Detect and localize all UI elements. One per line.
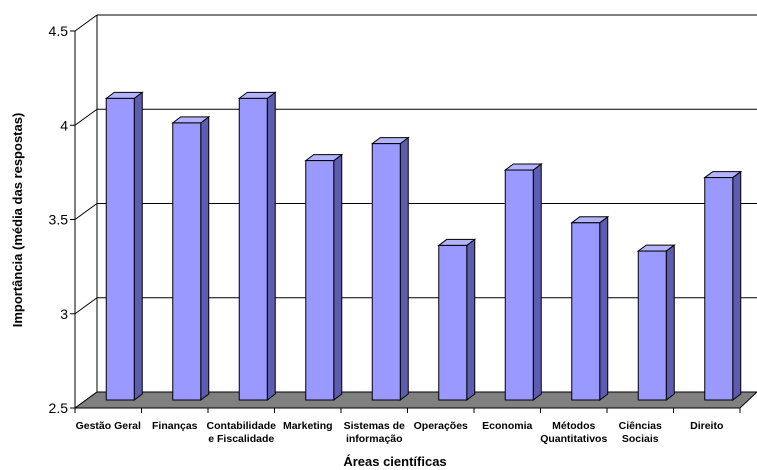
bar-side — [599, 215, 609, 401]
bar — [171, 115, 211, 401]
y-tick-label: 4 — [60, 117, 68, 133]
bar-side — [466, 238, 476, 401]
bar-front — [571, 222, 601, 401]
bar-side — [532, 163, 542, 401]
x-tick-label: Contabilidade — [207, 420, 277, 432]
bar-side — [133, 91, 143, 401]
y-axis-title: Importância (média das respostas) — [10, 113, 25, 328]
x-tick-label: Sociais — [622, 433, 659, 445]
gridline-side — [74, 297, 98, 315]
bar-side — [665, 244, 675, 401]
bar-front — [504, 169, 534, 401]
bar-front — [105, 97, 135, 401]
bar-side — [266, 91, 276, 401]
x-tick-label: Operações — [414, 420, 468, 432]
y-tick-label: 3 — [60, 306, 68, 322]
x-tick-label: Sistemas de — [344, 420, 405, 432]
bar-side — [399, 136, 409, 401]
bar-front — [704, 177, 734, 401]
y-tick-label: 3.5 — [49, 212, 69, 228]
bar-front — [238, 97, 268, 401]
x-tick-label: Marketing — [283, 420, 333, 432]
bar-front — [371, 143, 401, 401]
x-tick-label: Economia — [482, 420, 532, 432]
bar — [437, 238, 477, 401]
bar-side — [333, 153, 343, 401]
x-tick-label: informação — [346, 433, 403, 445]
bar — [237, 91, 277, 401]
x-tick-label: Métodos — [552, 420, 595, 432]
x-tick-label: e Fiscalidade — [208, 433, 274, 445]
bar-front — [172, 122, 202, 401]
x-axis-title: Áreas científicas — [343, 454, 446, 469]
bar-side — [200, 115, 210, 401]
gridline-side — [74, 203, 98, 220]
gridline-side — [74, 108, 98, 126]
bar-side — [732, 170, 742, 401]
x-tick-label: Quantitativos — [540, 433, 607, 445]
x-tick-label: Direito — [690, 420, 723, 432]
x-tick-label: Finanças — [152, 420, 198, 432]
bar — [304, 153, 344, 401]
bar — [503, 163, 543, 401]
bar — [570, 215, 610, 401]
bar-front — [438, 244, 468, 401]
bar — [370, 136, 410, 401]
x-tick-label: Gestão Geral — [76, 420, 141, 432]
bar-front — [637, 250, 667, 401]
y-tick-label: 2.5 — [49, 400, 69, 416]
plot-area: 2.5 3 3.5 4 4.5 — [49, 14, 757, 416]
bar — [703, 170, 743, 401]
bar-front — [305, 160, 335, 401]
bar — [104, 91, 144, 401]
bar — [636, 244, 676, 401]
y-tick-label: 4.5 — [49, 23, 69, 39]
gridline-side — [74, 14, 98, 32]
x-tick-label: Ciências — [619, 420, 662, 432]
